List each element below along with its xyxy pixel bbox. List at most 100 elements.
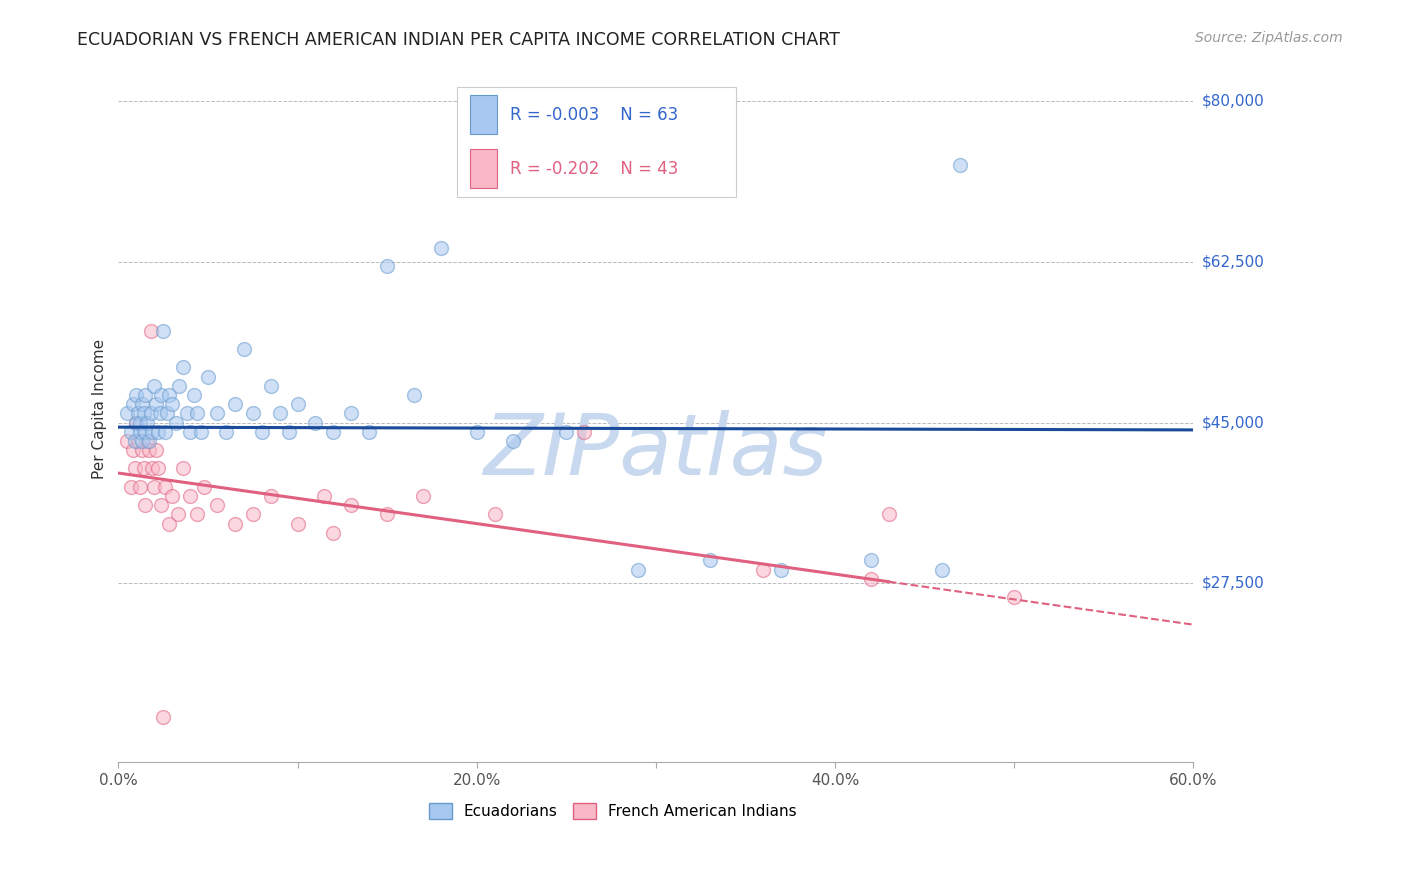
Point — [877, 508, 900, 522]
Point — [260, 379, 283, 393]
Point — [136, 416, 159, 430]
Point — [375, 260, 398, 274]
FancyBboxPatch shape — [470, 95, 496, 135]
Point — [232, 342, 254, 356]
FancyBboxPatch shape — [470, 149, 496, 188]
Point — [132, 461, 155, 475]
Point — [124, 434, 146, 448]
Point — [145, 443, 167, 458]
Point — [152, 324, 174, 338]
Point — [555, 425, 578, 439]
Point — [340, 406, 363, 420]
Point — [150, 388, 173, 402]
Point — [224, 516, 246, 531]
Point — [131, 443, 153, 458]
Point — [465, 425, 488, 439]
Point — [153, 425, 176, 439]
Point — [572, 425, 595, 439]
Point — [322, 425, 344, 439]
Point — [277, 425, 299, 439]
Point — [484, 508, 506, 522]
Point — [165, 416, 187, 430]
Point — [205, 498, 228, 512]
Point — [314, 489, 336, 503]
Point — [502, 434, 524, 448]
Point — [260, 489, 283, 503]
Point — [322, 525, 344, 540]
Point — [127, 434, 149, 448]
Point — [931, 562, 953, 576]
Text: ZIPatlas: ZIPatlas — [484, 409, 828, 492]
Point — [134, 498, 156, 512]
Point — [129, 416, 152, 430]
Text: ECUADORIAN VS FRENCH AMERICAN INDIAN PER CAPITA INCOME CORRELATION CHART: ECUADORIAN VS FRENCH AMERICAN INDIAN PER… — [77, 31, 841, 49]
Point — [134, 388, 156, 402]
Point — [166, 508, 188, 522]
Point — [129, 425, 152, 439]
Point — [304, 416, 326, 430]
Point — [172, 360, 194, 375]
Point — [146, 425, 169, 439]
Point — [242, 406, 264, 420]
Point — [152, 709, 174, 723]
Point — [125, 416, 148, 430]
Point — [359, 425, 381, 439]
Point — [125, 416, 148, 430]
Point — [127, 406, 149, 420]
Point — [138, 443, 160, 458]
Point — [340, 498, 363, 512]
Point — [141, 461, 163, 475]
Point — [117, 406, 139, 420]
Point — [172, 461, 194, 475]
Point — [156, 406, 179, 420]
Y-axis label: Per Capita Income: Per Capita Income — [93, 339, 107, 479]
Point — [136, 434, 159, 448]
Point — [412, 489, 434, 503]
Point — [205, 406, 228, 420]
Point — [131, 434, 153, 448]
Point — [139, 406, 162, 420]
Point — [120, 480, 142, 494]
Point — [430, 241, 453, 255]
Point — [149, 406, 172, 420]
Point — [117, 434, 139, 448]
Point — [250, 425, 273, 439]
Point — [224, 397, 246, 411]
Text: $62,500: $62,500 — [1202, 254, 1264, 269]
Point — [146, 461, 169, 475]
Point — [242, 508, 264, 522]
Point — [139, 324, 162, 338]
Point — [121, 397, 143, 411]
Point — [169, 379, 191, 393]
Point — [179, 425, 201, 439]
Point — [150, 498, 173, 512]
Point — [143, 379, 166, 393]
Point — [131, 397, 153, 411]
Point — [190, 425, 212, 439]
Point — [129, 480, 152, 494]
Point — [859, 572, 882, 586]
Point — [859, 553, 882, 567]
Point — [699, 553, 721, 567]
Point — [269, 406, 291, 420]
Point — [120, 425, 142, 439]
Point — [287, 397, 309, 411]
FancyBboxPatch shape — [457, 87, 737, 196]
Point — [1002, 590, 1025, 604]
Point — [143, 480, 166, 494]
Point — [287, 516, 309, 531]
Legend: Ecuadorians, French American Indians: Ecuadorians, French American Indians — [423, 797, 803, 825]
Point — [121, 443, 143, 458]
Point — [145, 397, 167, 411]
Point — [627, 562, 650, 576]
Point — [134, 425, 156, 439]
Text: $80,000: $80,000 — [1202, 94, 1264, 109]
Point — [138, 434, 160, 448]
Point — [215, 425, 238, 439]
Text: $27,500: $27,500 — [1202, 576, 1264, 591]
Text: $45,000: $45,000 — [1202, 415, 1264, 430]
Point — [176, 406, 198, 420]
Point — [160, 489, 183, 503]
Point — [124, 461, 146, 475]
Point — [186, 406, 208, 420]
